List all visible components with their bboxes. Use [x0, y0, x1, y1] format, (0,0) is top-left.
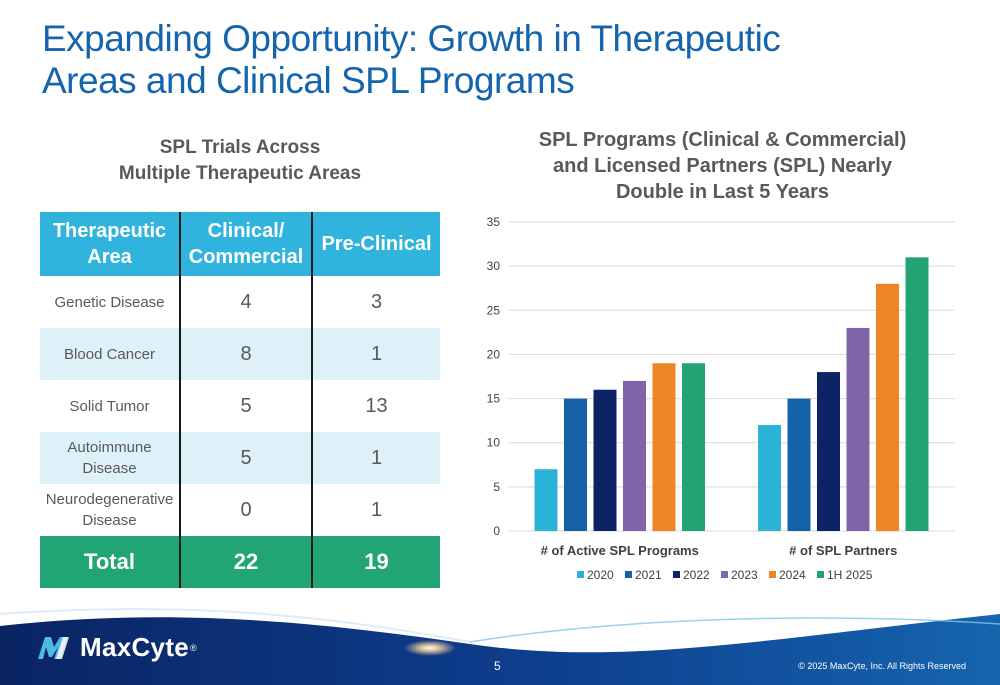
table-row: Genetic Disease 4 3 [40, 276, 440, 328]
legend-swatch [625, 571, 632, 578]
table-subtitle-line-2: Multiple Therapeutic Areas [118, 163, 362, 184]
area-label-line-2: Disease [82, 512, 137, 529]
y-tick-label: 20 [487, 347, 501, 361]
legend-swatch [769, 571, 776, 578]
area-label-line-1: Neurodegenerative [45, 491, 174, 508]
x-category-label: # of SPL Partners [789, 543, 897, 558]
legend-label: 2020 [587, 568, 614, 582]
y-tick-label: 35 [487, 215, 501, 229]
header-pre-clinical: Pre-Clinical [312, 212, 440, 276]
legend-label: 2023 [731, 568, 758, 582]
preclinical-cell: 13 [365, 394, 388, 417]
clinical-cell: 5 [180, 432, 313, 484]
area-label-line-1: Autoimmune [67, 439, 152, 456]
area-cell: Blood Cancer [40, 328, 181, 380]
bar-1h-2025 [682, 363, 705, 531]
y-tick-label: 5 [493, 480, 500, 494]
chart-bars [534, 257, 929, 531]
table-total-row: Total 22 19 [40, 536, 440, 588]
clinical-cell: 4 [180, 276, 313, 328]
table-row: Neurodegenerative Disease 0 1 [40, 484, 440, 536]
y-axis-ticks: 0 5 10 15 20 25 30 35 [487, 215, 501, 538]
x-axis-labels: # of Active SPL Programs # of SPL Partner… [541, 543, 898, 558]
area-label-line-2: Disease [82, 460, 137, 477]
bar-2020 [758, 425, 781, 531]
slide-title-line-2: Areas and Clinical SPL Programs [42, 60, 575, 101]
bar-2021 [564, 398, 587, 531]
logo-wordmark: MaxCyte [80, 632, 190, 662]
y-tick-label: 15 [487, 392, 501, 406]
header-therapeutic-area: Therapeutic Area [40, 212, 181, 276]
bar-2023 [846, 327, 870, 531]
area-label: Solid Tumor [69, 397, 150, 415]
table-header-row: Therapeutic Area Clinical/ Commercial Pr… [40, 212, 440, 276]
legend-swatch [817, 571, 824, 578]
maxcyte-logo-mark-icon [38, 636, 69, 659]
chart-title-line-1: SPL Programs (Clinical & Commercial) [538, 129, 907, 151]
copyright-notice: © 2025 MaxCyte, Inc. All Rights Reserved [798, 661, 966, 671]
area-label: Blood Cancer [64, 345, 155, 363]
bar-2024 [876, 283, 899, 531]
chart-legend: 2020 2021 2022 2023 2024 1H 2025 [577, 568, 873, 582]
legend-swatch [721, 571, 728, 578]
bar-2023 [623, 380, 646, 531]
total-clinical: 22 [180, 536, 313, 588]
header-clinical-line-2: Commercial [188, 246, 304, 268]
bar-1h-2025 [905, 257, 929, 531]
footer-banner [0, 608, 1000, 685]
bar-2022 [593, 389, 617, 531]
area-cell: Genetic Disease [40, 276, 181, 328]
header-therapeutic-area-line-2: Area [87, 246, 132, 268]
chart-title-line-2: and Licensed Partners (SPL) Nearly [552, 155, 892, 177]
slide-title-line-1: Expanding Opportunity: Growth in Therape… [42, 18, 781, 59]
table-subtitle-line-1: SPL Trials Across [159, 137, 321, 158]
area-cell: Solid Tumor [40, 380, 181, 432]
legend-swatch [673, 571, 680, 578]
header-clinical-line-1: Clinical/ [207, 220, 285, 242]
preclinical-cell: 1 [312, 328, 440, 380]
maxcyte-logo: MaxCyte ® [36, 632, 197, 663]
preclinical-cell: 3 [370, 290, 383, 313]
slide-title: Expanding Opportunity: Growth in Therape… [42, 18, 942, 102]
header-therapeutic-area-line-1: Therapeutic [52, 220, 167, 242]
preclinical-cell: 1 [312, 432, 440, 484]
table-row: Autoimmune Disease 5 1 [40, 432, 440, 484]
y-tick-label: 25 [487, 303, 501, 317]
table-row: Solid Tumor 5 13 [40, 380, 440, 432]
header-clinical-commercial: Clinical/ Commercial [180, 212, 313, 276]
total-preclinical: 19 [312, 536, 440, 588]
x-category-label: # of Active SPL Programs [541, 543, 699, 558]
table-row: Blood Cancer 8 1 [40, 328, 440, 380]
therapeutic-area-table: Therapeutic Area Clinical/ Commercial Pr… [40, 212, 440, 588]
header-pre-clinical-line-1: Pre-Clinical [321, 233, 432, 255]
total-label: Total [40, 536, 181, 588]
legend-label: 1H 2025 [827, 568, 873, 582]
legend-label: 2024 [779, 568, 806, 582]
preclinical-cell: 1 [370, 498, 383, 521]
y-tick-label: 30 [487, 259, 501, 273]
clinical-cell: 0 [180, 484, 313, 536]
clinical-cell: 8 [180, 328, 313, 380]
area-cell: Autoimmune Disease [40, 432, 181, 484]
bar-2021 [787, 398, 811, 531]
bar-2022 [817, 372, 840, 531]
y-tick-label: 0 [493, 524, 500, 538]
clinical-cell: 5 [180, 380, 313, 432]
table-subtitle: SPL Trials Across Multiple Therapeutic A… [40, 135, 440, 187]
legend-swatch [577, 571, 584, 578]
legend-label: 2022 [683, 568, 710, 582]
chart-title: SPL Programs (Clinical & Commercial) and… [470, 127, 975, 205]
area-label: Genetic Disease [54, 293, 165, 311]
area-cell: Neurodegenerative Disease [40, 484, 181, 536]
page-number: 5 [494, 659, 501, 673]
bar-2024 [652, 363, 676, 531]
logo-registered-mark: ® [190, 642, 197, 653]
chart-title-line-3: Double in Last 5 Years [615, 181, 830, 203]
legend-label: 2021 [635, 568, 662, 582]
bar-2020 [534, 469, 558, 531]
y-tick-label: 10 [487, 436, 501, 450]
